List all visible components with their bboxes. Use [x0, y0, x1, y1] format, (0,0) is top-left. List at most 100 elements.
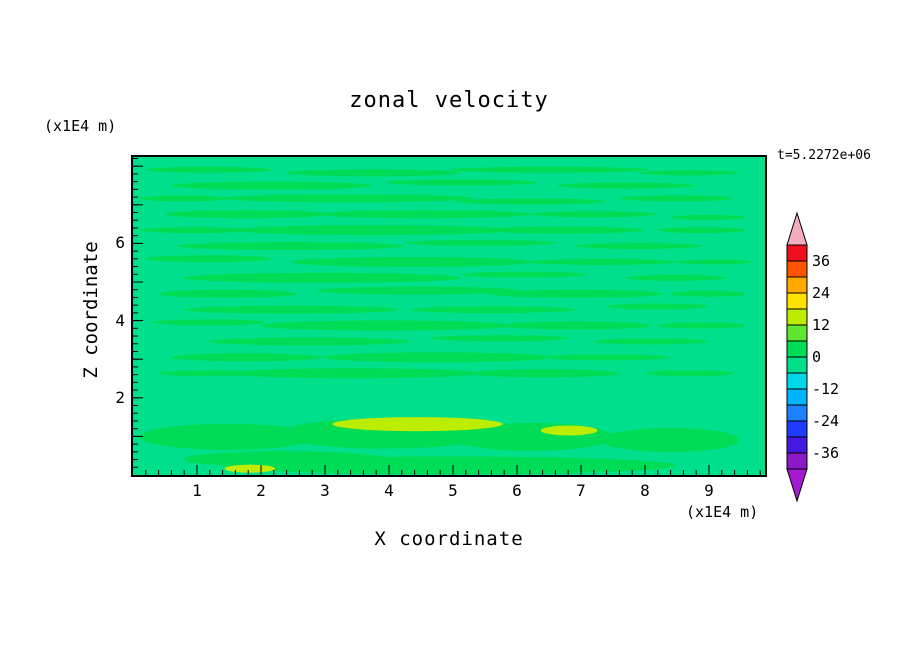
contour-streak [524, 258, 677, 265]
contour-streak [164, 210, 329, 219]
contour-streak [467, 369, 620, 378]
contour-streak [644, 370, 734, 377]
contour-streak [670, 214, 747, 220]
contour-streak [145, 255, 273, 263]
contour-streak [575, 243, 702, 250]
colorbar-label: -36 [812, 444, 840, 462]
contour-streak [170, 353, 323, 362]
contour-streak [625, 274, 728, 281]
plot-area [131, 155, 767, 477]
contour-streak [461, 271, 589, 278]
colorbar-segment [786, 420, 808, 438]
contour-streak [411, 306, 576, 314]
contour-patch [540, 425, 598, 436]
colorbar [786, 211, 808, 502]
colorbar-segment [786, 308, 808, 326]
contour-patch [224, 464, 276, 473]
y-axis-unit-label: (x1E4 m) [44, 117, 117, 135]
contour-streak [486, 289, 664, 298]
contour-streak [170, 181, 374, 190]
colorbar-segment [786, 436, 808, 454]
contour-blob [183, 451, 386, 468]
colorbar-label: 12 [812, 316, 831, 334]
colorbar-segment [786, 340, 808, 358]
colorbar-segment [786, 324, 808, 342]
colorbar-label: -24 [812, 412, 840, 430]
contour-streak [556, 182, 696, 189]
contour-patch [332, 417, 503, 432]
contour-streak [259, 320, 513, 331]
colorbar-segment [786, 372, 808, 390]
x-tick-label: 8 [640, 481, 650, 500]
colorbar-segment [786, 452, 808, 470]
y-tick-label: 6 [115, 233, 125, 253]
x-tick-label: 5 [448, 481, 458, 500]
x-tick-label: 3 [320, 481, 330, 500]
contour-streak [221, 194, 475, 203]
colorbar-segment [786, 388, 808, 406]
contour-streak [322, 352, 551, 363]
contour-streak [449, 166, 652, 173]
contour-streak [455, 198, 607, 205]
colorbar-label: 36 [812, 252, 831, 270]
x-tick-label: 7 [576, 481, 586, 500]
colorbar-arrow-over [786, 211, 808, 246]
contour-streak [158, 289, 298, 298]
contour-streak [499, 321, 652, 330]
contour-streak [316, 210, 532, 219]
plot-title: zonal velocity [349, 88, 549, 113]
contour-streak [638, 170, 740, 176]
contour-streak [531, 211, 658, 218]
colorbar-segment [786, 356, 808, 374]
timestamp-label: t=5.2272e+06 [777, 148, 871, 163]
colorbar-label: -12 [812, 380, 840, 398]
contour-streak [183, 272, 462, 283]
colorbar-label: 24 [812, 284, 831, 302]
contour-streak [430, 335, 570, 342]
colorbar-segment [786, 260, 808, 278]
colorbar-segment [786, 276, 808, 294]
x-tick-label: 4 [384, 481, 394, 500]
x-axis-title: X coordinate [374, 528, 524, 550]
contour-streak [158, 370, 260, 377]
contour-streak [291, 256, 532, 267]
contour-blob [139, 423, 317, 450]
contour-streak [619, 195, 734, 202]
contour-streak [139, 227, 254, 234]
y-tick-label: 2 [115, 387, 125, 407]
contour-streak [670, 290, 747, 297]
contour-streak [151, 319, 266, 326]
contour-streak [543, 354, 671, 361]
x-tick-label: 2 [256, 481, 266, 500]
contour-streak [139, 195, 228, 202]
contour-streak [234, 225, 513, 236]
colorbar-arrow-under [786, 468, 808, 502]
y-tick-label: 4 [115, 310, 125, 330]
x-tick-label: 1 [192, 481, 202, 500]
colorbar-segment [786, 244, 808, 262]
contour-streak [284, 169, 462, 177]
contour-streak [145, 166, 273, 173]
contour-streak [316, 286, 519, 295]
x-tick-label: 6 [512, 481, 522, 500]
contour-field [133, 157, 765, 475]
x-tick-label: 9 [704, 481, 714, 500]
contour-streak [657, 227, 747, 234]
contour-streak [607, 303, 709, 310]
contour-streak [676, 259, 753, 265]
contour-streak [183, 305, 399, 314]
contour-blob [600, 428, 740, 453]
contour-streak [177, 242, 405, 251]
contour-streak [657, 322, 747, 329]
contour-streak [404, 239, 557, 246]
contour-streak [594, 338, 709, 345]
contour-streak [480, 226, 645, 234]
x-axis-unit-label: (x1E4 m) [686, 503, 759, 521]
contour-streak [385, 179, 538, 186]
colorbar-segment [786, 292, 808, 310]
colorbar-label: 0 [812, 348, 822, 366]
contour-streak [208, 337, 412, 346]
contour-streak [227, 368, 481, 379]
colorbar-segment [786, 404, 808, 422]
